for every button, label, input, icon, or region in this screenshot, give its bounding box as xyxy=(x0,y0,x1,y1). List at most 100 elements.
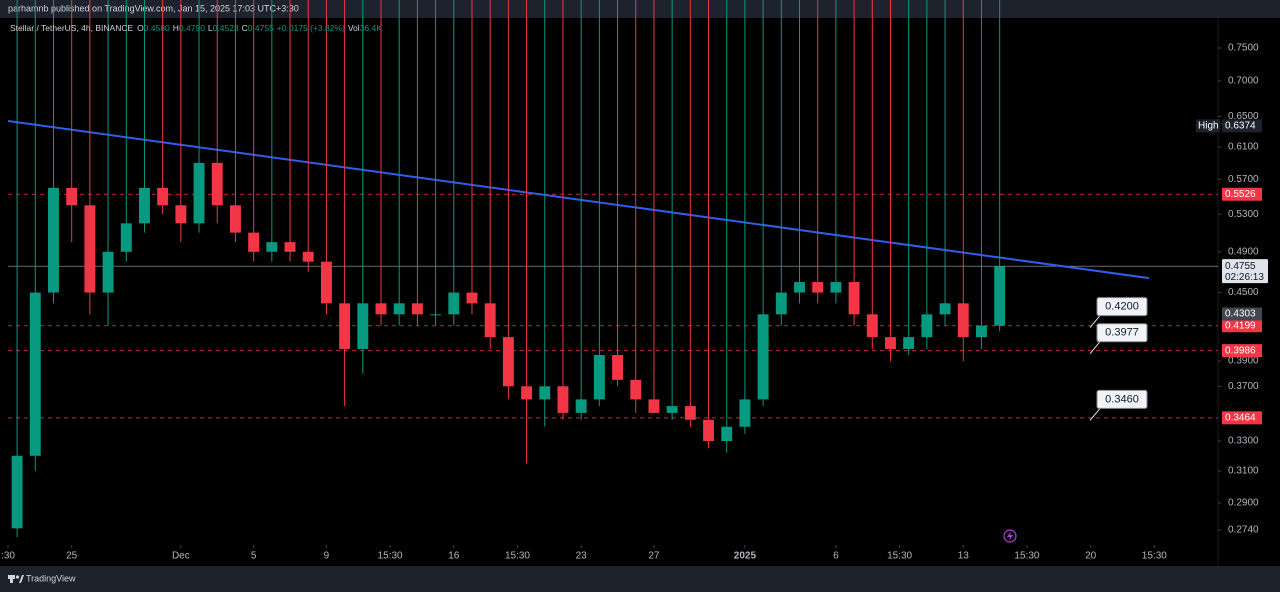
x-tick-label: 20 xyxy=(1085,551,1097,562)
candle-body xyxy=(102,251,114,293)
annotation-label: 0.3460 xyxy=(1105,393,1139,405)
candle-body xyxy=(830,282,842,293)
trendline xyxy=(7,119,1149,280)
header-text: parhamnb published on TradingView.com, J… xyxy=(8,3,299,13)
candle-body xyxy=(885,337,896,349)
level-label: 0.4199 xyxy=(1225,320,1256,331)
y-tick-label: 0.2740 xyxy=(1228,525,1259,536)
x-tick-label: 15:30 xyxy=(1014,551,1039,562)
candle-body xyxy=(757,314,769,400)
x-tick-label: 13 xyxy=(958,551,970,562)
candle-body xyxy=(357,303,369,349)
high-label: 0.6374 xyxy=(1225,121,1256,132)
candle-body xyxy=(794,282,805,293)
volume-value: 36.4K xyxy=(359,23,382,33)
candle-body xyxy=(11,455,23,529)
last-price-label: 0.4755 xyxy=(1225,261,1256,272)
footer-bar xyxy=(0,566,1280,592)
price-marker-label: 0.4303 xyxy=(1225,309,1256,320)
x-tick-label: 25 xyxy=(66,551,78,562)
candle-body xyxy=(521,386,533,400)
candle-body xyxy=(193,162,205,224)
logo xyxy=(8,575,24,583)
candle-body xyxy=(484,303,496,338)
x-tick-label: 16 xyxy=(448,551,460,562)
candle-body xyxy=(721,426,733,442)
candle-body xyxy=(448,292,460,315)
candle-body xyxy=(866,314,878,338)
x-tick-label: 9 xyxy=(324,551,330,562)
candle-body xyxy=(248,232,260,252)
x-tick-label: 6 xyxy=(833,551,839,562)
candle-body xyxy=(939,303,951,315)
candle-body xyxy=(575,399,587,413)
x-tick-label: 2025 xyxy=(734,551,757,562)
candle-body xyxy=(411,303,423,315)
x-tick-label: 27 xyxy=(648,551,660,562)
ohlc-value: 0.4523 xyxy=(212,23,239,33)
level-label: 0.3464 xyxy=(1225,412,1256,423)
candle-body xyxy=(48,187,59,293)
icon xyxy=(1007,531,1013,541)
candle-body xyxy=(339,303,351,349)
candle-body xyxy=(812,282,824,293)
candle-body xyxy=(393,303,405,315)
ohlc-key: C xyxy=(241,23,248,33)
header-bar xyxy=(0,0,1280,18)
level-label: 0.5526 xyxy=(1225,189,1256,200)
candle-body xyxy=(612,354,624,380)
y-tick-label: 0.7500 xyxy=(1228,43,1259,54)
y-tick-label: 0.6100 xyxy=(1228,142,1259,153)
plot-bg xyxy=(0,18,1280,566)
annotation-arrow xyxy=(1089,341,1101,355)
change: +0.0175 (+3.82%) xyxy=(276,23,345,33)
last-price-tag xyxy=(1222,259,1268,284)
y-tick-label: 0.3300 xyxy=(1228,436,1259,447)
candle-body xyxy=(175,205,187,224)
y-tick-label: 0.4500 xyxy=(1228,287,1259,298)
candle-body xyxy=(229,205,241,233)
x-tick-label: 15:30 xyxy=(378,551,403,562)
high-key-tag xyxy=(1196,119,1220,133)
y-tick-label: 0.3700 xyxy=(1228,381,1259,392)
candle-body xyxy=(848,282,860,315)
candle-body xyxy=(120,223,132,252)
candle-body xyxy=(684,406,696,420)
annotation-arrow xyxy=(1089,315,1101,328)
y-tick-label: 0.5700 xyxy=(1228,174,1259,185)
candle-body xyxy=(593,354,605,400)
annotation-box xyxy=(1096,323,1148,343)
candle-body xyxy=(703,419,714,442)
candle-body xyxy=(630,379,642,400)
annotation-label: 0.3977 xyxy=(1105,327,1139,339)
x-tick-label: 23 xyxy=(576,551,588,562)
countdown: 02:26:13 xyxy=(1225,272,1264,283)
level-label: 0.3986 xyxy=(1225,345,1256,356)
level-tag xyxy=(1222,319,1262,333)
candle-body xyxy=(375,303,387,315)
y-tick-label: 0.3100 xyxy=(1228,466,1259,477)
candle-body xyxy=(648,399,660,413)
candle-body xyxy=(29,292,41,456)
icon xyxy=(1003,529,1017,543)
candle-body xyxy=(539,386,551,400)
candle-body xyxy=(666,406,678,413)
ohlc-value: 0.4790 xyxy=(178,23,205,33)
x-tick-label: :30 xyxy=(1,551,15,562)
candle-body xyxy=(557,386,569,413)
symbol-title: Stellar / TetherUS, 4h, BINANCE xyxy=(10,23,134,33)
candle-body xyxy=(739,399,751,427)
y-tick-label: 0.2900 xyxy=(1228,498,1259,509)
legend: Stellar / TetherUS, 4h, BINANCE O0.4580 H0… xyxy=(10,23,385,33)
x-tick-label: 15:30 xyxy=(505,551,530,562)
ohlc-key: L xyxy=(207,23,213,33)
ohlc-value: 0.4755 xyxy=(247,23,274,33)
volume-key: Vol xyxy=(347,23,360,33)
y-tick-label: 0.7000 xyxy=(1228,76,1259,87)
level-tag xyxy=(1222,344,1262,358)
candle-body xyxy=(66,187,78,206)
ohlc-value: 0.4580 xyxy=(143,23,170,33)
candle-body xyxy=(903,337,915,349)
y-tick-label: 0.4900 xyxy=(1228,246,1259,257)
